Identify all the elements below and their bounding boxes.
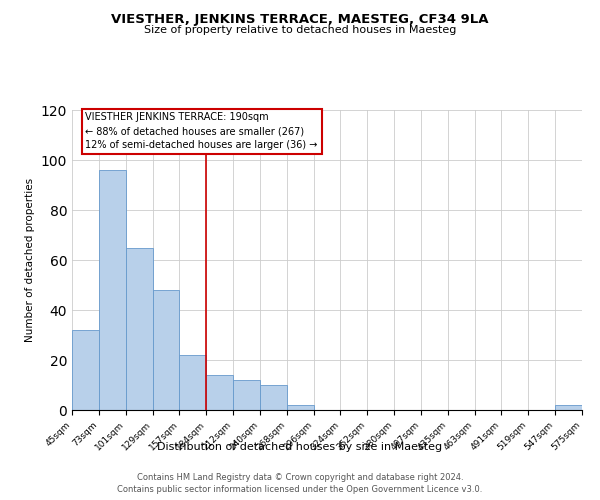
Bar <box>152 290 179 410</box>
Bar <box>72 330 99 410</box>
Bar <box>125 248 152 410</box>
Text: VIESTHER JENKINS TERRACE: 190sqm
← 88% of detached houses are smaller (267)
12% : VIESTHER JENKINS TERRACE: 190sqm ← 88% o… <box>85 112 318 150</box>
Text: Distribution of detached houses by size in Maesteg: Distribution of detached houses by size … <box>157 442 443 452</box>
Bar <box>555 405 582 410</box>
Bar <box>179 355 206 410</box>
Text: VIESTHER, JENKINS TERRACE, MAESTEG, CF34 9LA: VIESTHER, JENKINS TERRACE, MAESTEG, CF34… <box>111 12 489 26</box>
Text: Contains public sector information licensed under the Open Government Licence v3: Contains public sector information licen… <box>118 485 482 494</box>
Bar <box>99 170 125 410</box>
Bar <box>287 405 314 410</box>
Bar <box>233 380 260 410</box>
Bar <box>260 385 287 410</box>
Text: Size of property relative to detached houses in Maesteg: Size of property relative to detached ho… <box>144 25 456 35</box>
Bar <box>206 375 233 410</box>
Y-axis label: Number of detached properties: Number of detached properties <box>25 178 35 342</box>
Text: Contains HM Land Registry data © Crown copyright and database right 2024.: Contains HM Land Registry data © Crown c… <box>137 472 463 482</box>
